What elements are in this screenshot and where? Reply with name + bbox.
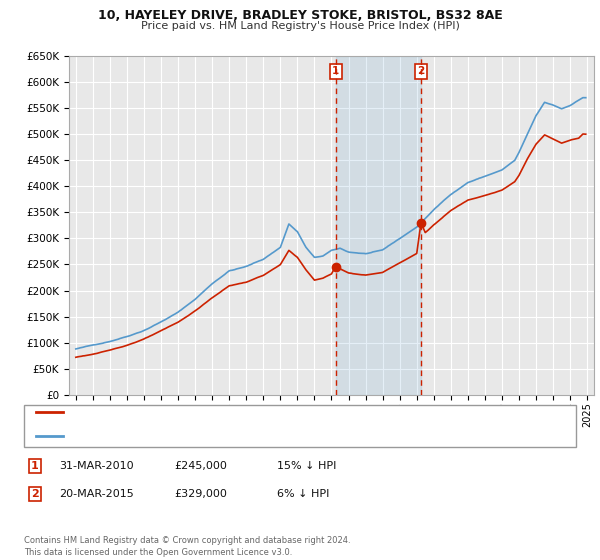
Text: 2: 2 — [31, 489, 38, 499]
Text: 6% ↓ HPI: 6% ↓ HPI — [277, 489, 329, 499]
Text: 20-MAR-2015: 20-MAR-2015 — [59, 489, 134, 499]
Text: Price paid vs. HM Land Registry's House Price Index (HPI): Price paid vs. HM Land Registry's House … — [140, 21, 460, 31]
Text: 10, HAYELEY DRIVE, BRADLEY STOKE, BRISTOL, BS32 8AE (detached house): 10, HAYELEY DRIVE, BRADLEY STOKE, BRISTO… — [69, 407, 447, 417]
Text: 2: 2 — [418, 66, 425, 76]
Text: 1: 1 — [332, 66, 340, 76]
Text: HPI: Average price, detached house, South Gloucestershire: HPI: Average price, detached house, Sout… — [69, 431, 364, 441]
Text: Contains HM Land Registry data © Crown copyright and database right 2024.
This d: Contains HM Land Registry data © Crown c… — [24, 536, 350, 557]
Text: 15% ↓ HPI: 15% ↓ HPI — [277, 461, 337, 471]
Text: £245,000: £245,000 — [174, 461, 227, 471]
Text: 31-MAR-2010: 31-MAR-2010 — [59, 461, 133, 471]
Text: £329,000: £329,000 — [174, 489, 227, 499]
Text: 1: 1 — [31, 461, 38, 471]
Text: 10, HAYELEY DRIVE, BRADLEY STOKE, BRISTOL, BS32 8AE: 10, HAYELEY DRIVE, BRADLEY STOKE, BRISTO… — [98, 9, 502, 22]
Bar — [336, 56, 421, 395]
